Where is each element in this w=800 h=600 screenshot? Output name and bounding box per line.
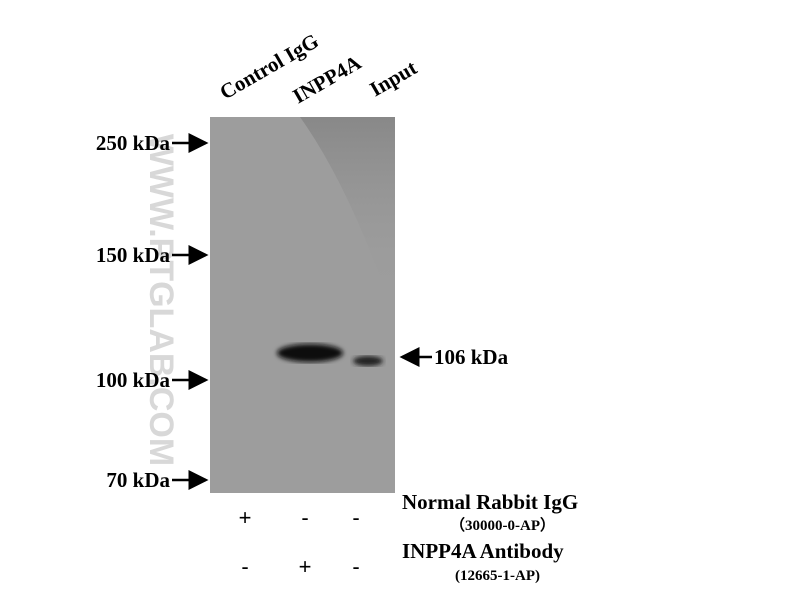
treatment-name: INPP4A Antibody — [402, 539, 564, 563]
sign: + — [239, 505, 252, 530]
sign: - — [241, 554, 248, 579]
catalog-number: （30000-0-AP） — [450, 516, 555, 534]
smear — [300, 117, 395, 290]
band — [353, 356, 383, 366]
band-label: 106 kDa — [434, 345, 509, 369]
lane-label: Input — [366, 55, 421, 101]
marker-label: 70 kDa — [106, 468, 170, 492]
marker-label: 150 kDa — [96, 243, 171, 267]
treatment-name: Normal Rabbit IgG — [402, 490, 578, 514]
catalog-number: (12665-1-AP) — [455, 568, 540, 584]
marker-label: 100 kDa — [96, 368, 171, 392]
sign: + — [299, 554, 312, 579]
marker-label: 250 kDa — [96, 131, 171, 155]
watermark: WWW.PTGLAB.COM — [142, 134, 180, 466]
sign: - — [352, 554, 359, 579]
sign: - — [352, 505, 359, 530]
band — [277, 344, 343, 362]
sign: - — [301, 505, 308, 530]
